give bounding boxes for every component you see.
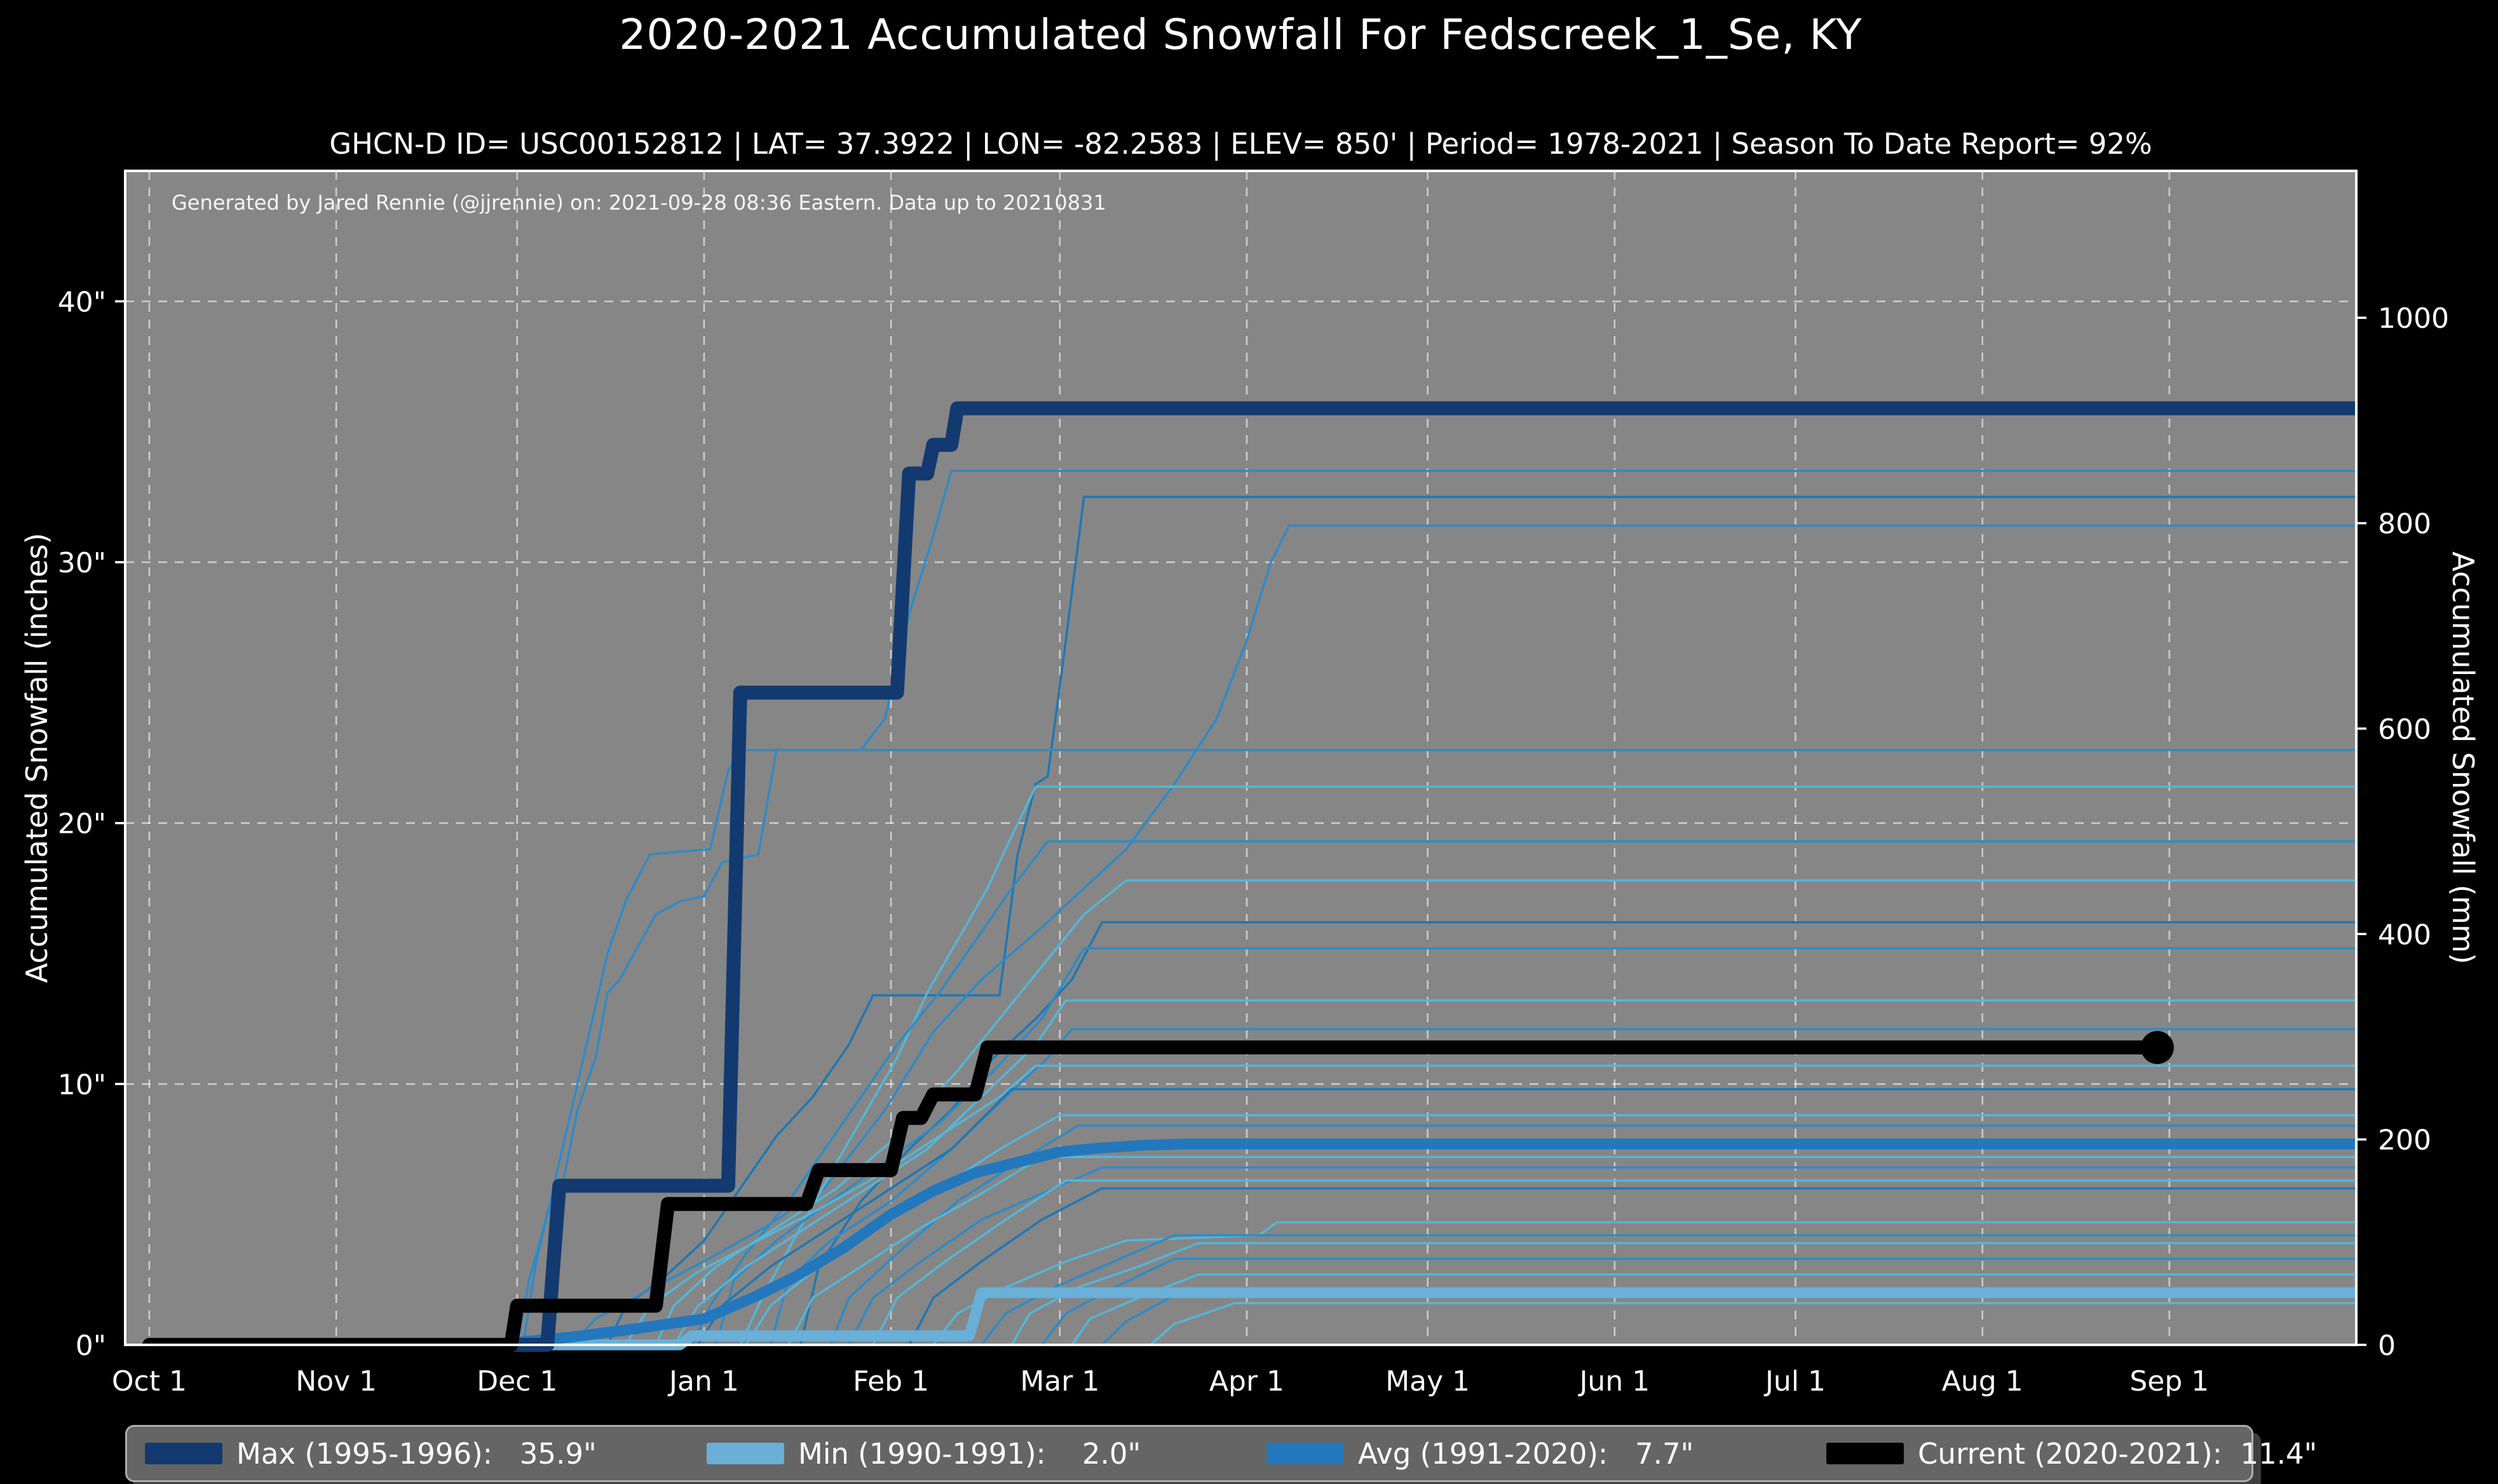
axis-ticks xyxy=(115,300,2366,1346)
historical-season-line-12 xyxy=(697,1088,2356,1346)
historical-season-line-5 xyxy=(691,840,2356,1346)
historical-season-line-3 xyxy=(522,748,2356,1346)
y-axis-label-inches: Accumulated Snowfall (inches) xyxy=(20,532,54,983)
y-tick-label-mm: 0 xyxy=(2378,1330,2396,1362)
legend-label-current: Current (2020-2021): 11.4" xyxy=(1918,1436,2318,1471)
legend-label-max: Max (1995-1996): 35.9" xyxy=(236,1436,597,1471)
x-tick-label: Jun 1 xyxy=(1577,1365,1650,1398)
x-tick-label: May 1 xyxy=(1385,1365,1470,1398)
x-tick-label: Dec 1 xyxy=(477,1365,557,1398)
y-axis-label-mm: Accumulated Snowfall (mm) xyxy=(2446,551,2480,964)
historical-season-line-16 xyxy=(848,1166,2356,1346)
series-current-endpoint-dot xyxy=(2140,1030,2174,1064)
legend-item-current: Current (2020-2021): 11.4" xyxy=(1826,1427,2317,1480)
attribution-text: Generated by Jared Rennie (@jjrennie) on… xyxy=(172,191,1106,215)
plot-area xyxy=(125,171,2356,1345)
legend-label-min: Min (1990-1991): 2.0" xyxy=(798,1436,1141,1471)
x-tick-label: Aug 1 xyxy=(1942,1365,2023,1398)
station-subtitle: GHCN-D ID= USC00152812 | LAT= 37.3922 | … xyxy=(329,127,2152,161)
y-tick-label-mm: 800 xyxy=(2378,508,2431,541)
historical-season-line-14 xyxy=(829,1124,2356,1346)
historical-season-line-11 xyxy=(625,1064,2356,1346)
y-tick-label-inches: 10" xyxy=(58,1069,106,1101)
legend-swatch-max xyxy=(145,1443,222,1464)
historical-season-line-1 xyxy=(606,496,2356,1346)
historical-season-line-21 xyxy=(1010,1242,2356,1346)
x-tick-label: Mar 1 xyxy=(1020,1365,1099,1398)
tick-labels: Oct 1 Nov 1 Dec 1 Jan 1 Feb 1 Mar 1 Apr 1 May 1… xyxy=(58,286,2449,1398)
x-tick-label: Nov 1 xyxy=(295,1365,377,1398)
legend-swatch-min xyxy=(707,1443,784,1464)
x-tick-label: Sep 1 xyxy=(2129,1365,2209,1398)
legend-swatch-avg xyxy=(1266,1443,1344,1464)
x-tick-label: Jan 1 xyxy=(667,1365,739,1398)
x-tick-label: Feb 1 xyxy=(853,1365,929,1398)
legend: Max (1995-1996): 35.9" Min (1990-1991): … xyxy=(125,1425,2317,1482)
legend-item-min: Min (1990-1991): 2.0" xyxy=(707,1427,1141,1480)
legend-item-avg: Avg (1991-2020): 7.7" xyxy=(1266,1427,1694,1480)
y-tick-label-mm: 200 xyxy=(2378,1124,2431,1157)
historical-season-line-18 xyxy=(908,1187,2356,1346)
legend-label-avg: Avg (1991-2020): 7.7" xyxy=(1358,1436,1694,1471)
y-tick-label-inches: 20" xyxy=(58,808,106,840)
x-tick-label: Jul 1 xyxy=(1763,1365,1826,1398)
y-tick-label-inches: 40" xyxy=(58,286,106,318)
x-tick-label: Apr 1 xyxy=(1209,1365,1284,1398)
y-tick-label-mm: 1000 xyxy=(2378,302,2449,335)
series-avg-line xyxy=(144,1138,2358,1351)
series-lines xyxy=(142,401,2358,1352)
legend-swatch-current xyxy=(1826,1443,1904,1464)
historical-season-line-25 xyxy=(1150,1302,2356,1346)
historical-season-line-20 xyxy=(981,1234,2356,1346)
legend-item-max: Max (1995-1996): 35.9" xyxy=(145,1427,597,1480)
historical-season-line-17 xyxy=(872,1179,2356,1346)
y-tick-label-inches: 30" xyxy=(58,547,106,579)
axes-spines xyxy=(124,170,2358,1346)
chart-title: 2020-2021 Accumulated Snowfall For Fedsc… xyxy=(619,10,1863,59)
series-max-line xyxy=(142,401,2358,1352)
historical-season-line-19 xyxy=(932,1221,2356,1346)
series-current-line xyxy=(142,1040,2164,1352)
x-tick-label: Oct 1 xyxy=(112,1365,187,1398)
y-tick-label-mm: 600 xyxy=(2378,713,2431,746)
historical-season-line-2 xyxy=(570,524,2356,1346)
y-tick-label-mm: 400 xyxy=(2378,919,2431,951)
y-tick-label-inches: 0" xyxy=(76,1330,106,1362)
